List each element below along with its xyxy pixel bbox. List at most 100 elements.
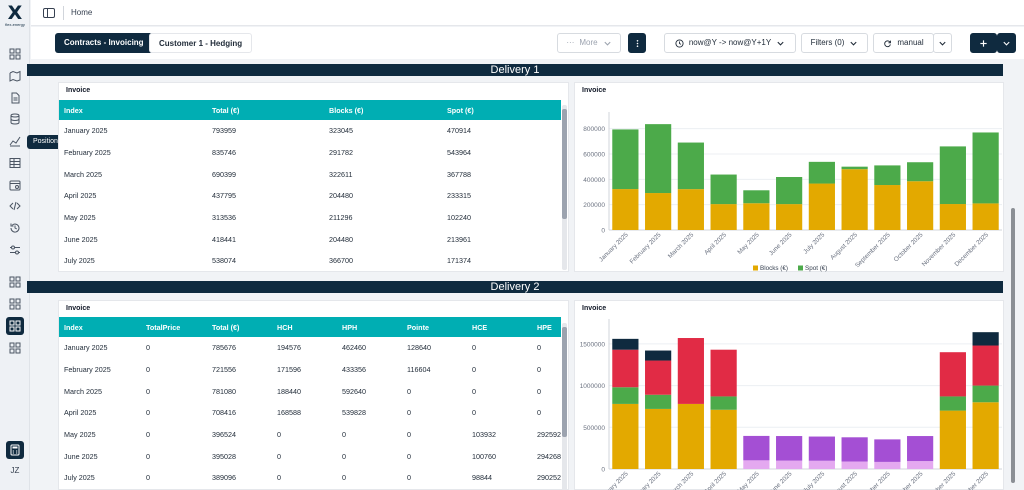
table-scrollbar[interactable] — [562, 323, 567, 490]
table-row[interactable]: July 2025 538074 366700 171374 — [59, 250, 561, 272]
bar-segment[interactable] — [972, 203, 999, 230]
column-header[interactable]: HPE — [537, 322, 552, 332]
bar-segment[interactable] — [841, 166, 868, 170]
bar-segment[interactable] — [841, 461, 868, 469]
bar-segment[interactable] — [645, 360, 672, 395]
add-button[interactable] — [970, 33, 997, 53]
bar-segment[interactable] — [710, 396, 737, 410]
column-header[interactable]: Total (€) — [212, 322, 240, 332]
bar-segment[interactable] — [874, 185, 901, 230]
bar-segment[interactable] — [939, 146, 966, 205]
grid-icon[interactable] — [6, 339, 24, 357]
column-header[interactable]: Pointe — [407, 322, 429, 332]
bar-segment[interactable] — [612, 403, 639, 469]
bar-segment[interactable] — [743, 460, 770, 469]
refresh-mode-button[interactable]: manual — [873, 33, 934, 53]
table-icon[interactable] — [6, 154, 24, 172]
grid-icon[interactable] — [6, 317, 24, 335]
code-icon[interactable] — [6, 197, 24, 215]
bar-segment[interactable] — [710, 349, 737, 397]
bar-segment[interactable] — [710, 204, 737, 230]
column-header[interactable]: HPH — [342, 322, 358, 332]
table-row[interactable]: March 2025 690399 322611 367788 — [59, 163, 561, 185]
bar-segment[interactable] — [612, 189, 639, 230]
table-row[interactable]: June 2025 0 395028 0 0 0 100760 294268 — [59, 445, 561, 467]
table-row[interactable]: July 2025 0 389096 0 0 0 98844 290252 — [59, 467, 561, 489]
bar-segment[interactable] — [874, 165, 901, 186]
bar-segment[interactable] — [972, 132, 999, 204]
calculator-icon[interactable] — [6, 441, 24, 459]
document-icon[interactable] — [6, 89, 24, 107]
table-scrollbar-thumb[interactable] — [562, 327, 567, 437]
column-header[interactable]: Total (€) — [212, 105, 240, 115]
logo[interactable]: X flex-energy — [3, 4, 27, 28]
bar-segment[interactable] — [645, 408, 672, 469]
bar-segment[interactable] — [743, 435, 770, 461]
bar-segment[interactable] — [874, 461, 901, 469]
column-header[interactable]: Index — [64, 105, 83, 115]
refresh-mode-dropdown[interactable] — [933, 33, 952, 53]
table-row[interactable]: January 2025 793959 323045 470914 — [59, 120, 561, 142]
bar-segment[interactable] — [907, 436, 934, 462]
history-icon[interactable] — [6, 219, 24, 237]
avatar[interactable]: JZ — [10, 466, 20, 475]
column-header[interactable]: Spot (€) — [447, 105, 474, 115]
bar-segment[interactable] — [907, 181, 934, 230]
page-scrollbar-thumb[interactable] — [1011, 208, 1015, 483]
bar-segment[interactable] — [776, 204, 803, 230]
bar-segment[interactable] — [841, 437, 868, 462]
add-dropdown-button[interactable] — [997, 33, 1016, 53]
panel-toggle-icon[interactable] — [43, 7, 55, 19]
bar-segment[interactable] — [743, 190, 770, 204]
bar-segment[interactable] — [677, 189, 704, 230]
table-row[interactable]: April 2025 0 708416 168588 539828 0 0 0 — [59, 402, 561, 424]
bar-segment[interactable] — [645, 193, 672, 230]
bar-segment[interactable] — [972, 332, 999, 346]
column-header[interactable]: Index — [64, 322, 83, 332]
map-icon[interactable] — [6, 67, 24, 85]
table-row[interactable]: February 2025 0 721556 171596 433356 116604 0 0 — [59, 359, 561, 381]
bar-segment[interactable] — [939, 204, 966, 230]
bar-segment[interactable] — [907, 461, 934, 469]
breadcrumb[interactable]: Home — [71, 8, 93, 17]
sliders-icon[interactable] — [6, 241, 24, 259]
column-header[interactable]: HCH — [277, 322, 293, 332]
bar-segment[interactable] — [972, 402, 999, 469]
bar-segment[interactable] — [874, 439, 901, 462]
table-row[interactable]: April 2025 437795 204480 233315 — [59, 185, 561, 207]
bar-segment[interactable] — [677, 338, 704, 404]
bar-segment[interactable] — [841, 169, 868, 230]
bar-segment[interactable] — [612, 129, 639, 190]
table-scrollbar[interactable] — [562, 105, 567, 270]
table-row[interactable]: February 2025 835746 291782 543964 — [59, 142, 561, 164]
bar-segment[interactable] — [612, 338, 639, 350]
table-scrollbar-thumb[interactable] — [562, 109, 567, 219]
bar-segment[interactable] — [808, 183, 835, 230]
column-header[interactable]: TotalPrice — [146, 322, 181, 332]
database-icon[interactable] — [6, 110, 24, 128]
bar-segment[interactable] — [939, 352, 966, 397]
table-row[interactable]: May 2025 313536 211296 102240 — [59, 207, 561, 229]
table-row[interactable]: January 2025 0 785676 194576 462460 128640 0 0 — [59, 337, 561, 359]
bar-segment[interactable] — [743, 203, 770, 230]
bar-segment[interactable] — [808, 460, 835, 469]
bar-segment[interactable] — [808, 436, 835, 461]
bar-segment[interactable] — [645, 124, 672, 194]
table-row[interactable]: May 2025 0 396524 0 0 0 103932 292592 — [59, 424, 561, 446]
table-row[interactable]: June 2025 418441 204480 213961 — [59, 228, 561, 250]
bar-segment[interactable] — [939, 396, 966, 411]
tab-contracts-invoicing[interactable]: Contracts - Invoicing — [55, 33, 153, 53]
grid-icon[interactable] — [6, 295, 24, 313]
calendar-icon[interactable] — [6, 176, 24, 194]
filters-button[interactable]: Filters (0) — [801, 33, 868, 53]
bar-segment[interactable] — [645, 394, 672, 409]
more-button[interactable]: ··· More — [557, 33, 621, 53]
bar-segment[interactable] — [710, 174, 737, 205]
bar-segment[interactable] — [677, 403, 704, 469]
bar-segment[interactable] — [808, 161, 835, 184]
bar-segment[interactable] — [776, 176, 803, 205]
chart-icon[interactable] — [6, 132, 24, 150]
bar-segment[interactable] — [612, 349, 639, 388]
bar-segment[interactable] — [907, 162, 934, 182]
column-header[interactable]: HCE — [472, 322, 488, 332]
